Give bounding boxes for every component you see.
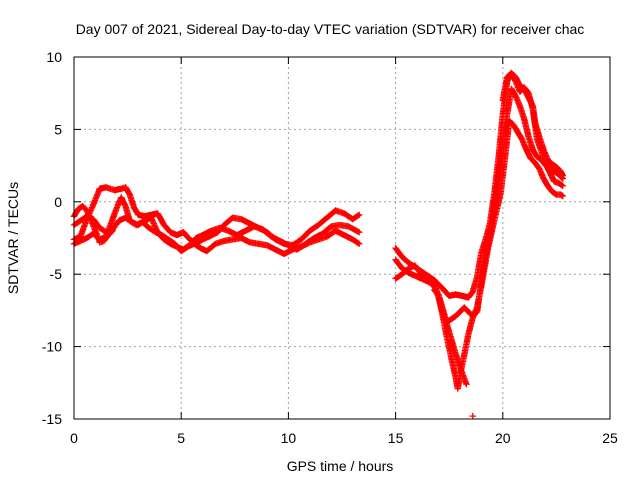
plot-frame [73,56,611,420]
y-axis-label: SDTVAR / TECUs [5,182,21,294]
y-tick-label: -10 [42,339,62,355]
series-sdtvar-points [70,69,566,420]
y-tick-label: -5 [50,266,63,282]
x-tick-label: 0 [70,430,78,446]
x-tick-labels: 0 5 10 15 20 25 [70,430,618,446]
axis-ticks [73,56,611,420]
y-tick-label: 5 [54,121,62,137]
grid-lines [74,57,610,419]
data-points [70,69,566,420]
x-tick-label: 10 [281,430,297,446]
y-tick-label: -15 [42,411,62,427]
x-tick-label: 20 [495,430,511,446]
y-tick-labels: -15 -10 -5 0 5 10 [42,49,62,427]
y-tick-label: 0 [54,194,62,210]
x-tick-label: 5 [177,430,185,446]
x-tick-label: 25 [602,430,618,446]
x-tick-label: 15 [388,430,404,446]
chart-title: Day 007 of 2021, Sidereal Day-to-day VTE… [76,21,585,37]
x-axis-label: GPS time / hours [287,458,394,474]
y-tick-label: 10 [46,49,62,65]
